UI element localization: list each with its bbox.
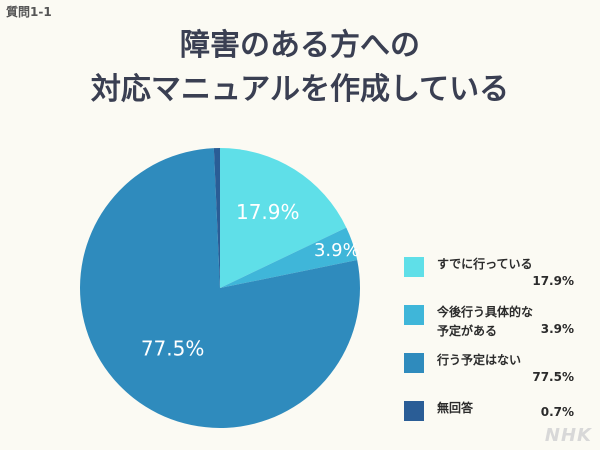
pie-label-planned: 3.9% [314, 240, 360, 261]
pie-label-done: 17.9% [236, 200, 300, 224]
legend-label-noanswer: 無回答 [437, 401, 474, 415]
legend-swatch-none [404, 353, 424, 373]
pie-slice-done [220, 148, 347, 288]
legend-label-planned: 今後行う具体的な 予定がある [437, 303, 567, 341]
chart-title-line2: 対応マニュアルを作成している [90, 72, 510, 107]
legend-value-none: 77.5% [532, 370, 574, 384]
nhk-logo: NHK [544, 425, 592, 446]
pie-slice-planned [220, 227, 358, 288]
legend-item-none: 行う予定はない 77.5% [404, 351, 594, 395]
legend-value-done: 17.9% [532, 274, 574, 288]
legend-label-done: すでに行っている [437, 257, 533, 271]
legend-swatch-done [404, 257, 424, 277]
question-number: 質問1-1 [6, 5, 52, 19]
legend-label-planned-line1: 今後行う具体的な [437, 305, 534, 319]
chart-title-line1: 障害のある方への [180, 28, 420, 63]
legend-label-planned-line2: 予定がある [437, 324, 498, 338]
legend-label-none: 行う予定はない [437, 353, 522, 367]
pie-slice-none [79, 148, 360, 429]
legend-value-planned: 3.9% [540, 322, 574, 336]
legend-swatch-noanswer [404, 401, 424, 421]
legend-swatch-planned [404, 305, 424, 325]
pie-slice-noanswer [213, 148, 220, 288]
legend-item-planned: 今後行う具体的な 予定がある 3.9% [404, 303, 594, 347]
legend-value-noanswer: 0.7% [540, 405, 574, 419]
pie-label-none: 77.5% [141, 337, 205, 361]
legend-item-noanswer: 無回答 0.7% [404, 399, 594, 443]
legend-item-done: すでに行っている 17.9% [404, 255, 594, 299]
